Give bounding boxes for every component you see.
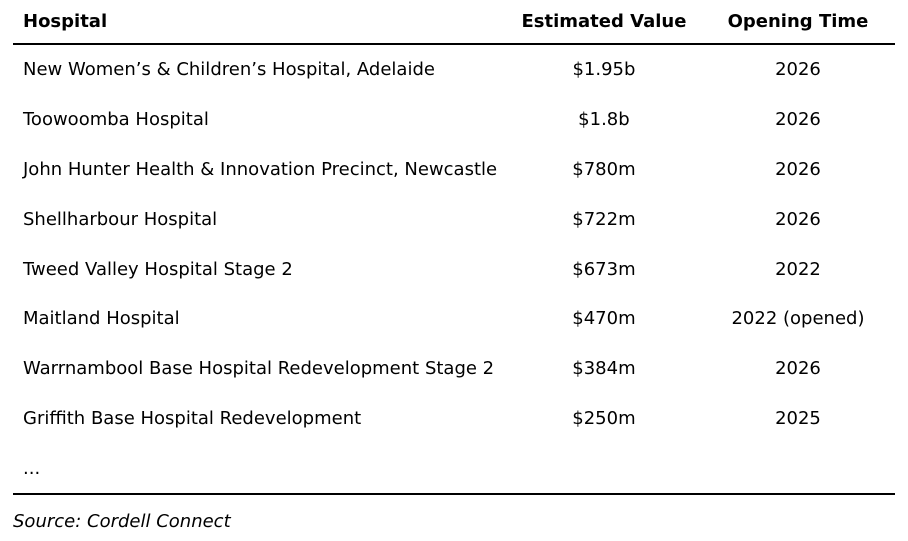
cell: John Hunter Health & Innovation Precinct…: [23, 158, 498, 180]
cell: New Women’s & Children’s Hospital, Adela…: [23, 59, 435, 81]
cell: 2022: [775, 258, 821, 280]
row: Griffith Base Hospital Redevelopment $250…: [13, 394, 895, 444]
cell: $1.8b: [578, 109, 630, 131]
cell: $780m: [572, 158, 636, 180]
cell: $250m: [572, 407, 636, 429]
row: John Hunter Health & Innovation Precinct…: [13, 145, 895, 195]
source: Source: Cordell Connect: [13, 511, 231, 532]
row: Warrnambool Base Hospital Redevelopment …: [13, 344, 895, 394]
row: New Women’s & Children’s Hospital, Adela…: [13, 44, 895, 95]
header-cell: Hospital: [13, 0, 507, 45]
header-cell: Estimated Value: [506, 0, 701, 45]
cell: [700, 443, 895, 496]
cell: Toowoomba Hospital: [23, 109, 209, 131]
cell: $673m: [572, 258, 636, 280]
cell: 2026: [775, 158, 821, 180]
cell: $470m: [572, 308, 636, 330]
cell: 2022 (opened): [731, 308, 865, 330]
cell: Tweed Valley Hospital Stage 2: [23, 258, 293, 280]
cell: 2026: [775, 59, 821, 81]
cell: $722m: [572, 208, 636, 230]
row: Maitland Hospital $470m 2022 (opened): [13, 294, 895, 344]
row: ...: [13, 443, 895, 496]
cell: 2025: [775, 407, 821, 429]
cell: 2026: [775, 358, 821, 380]
cell: 2026: [775, 208, 821, 230]
cell: $1.95b: [572, 59, 636, 81]
cell: $384m: [572, 358, 636, 380]
cell: [506, 443, 701, 496]
row: Toowoomba Hospital $1.8b 2026: [13, 95, 895, 145]
cell: Shellharbour Hospital: [23, 208, 218, 230]
cell: ...: [13, 443, 507, 496]
cell: Maitland Hospital: [23, 308, 180, 330]
cell: 2026: [775, 109, 821, 131]
table-wrap: Hospital Estimated Value Opening Time New W…: [13, 0, 895, 496]
table: Hospital Estimated Value Opening Time New W…: [13, 0, 895, 496]
row: Tweed Valley Hospital Stage 2 $673m 2022: [13, 244, 895, 294]
cell: Warrnambool Base Hospital Redevelopment …: [23, 358, 495, 380]
header-cell: Opening Time: [700, 0, 895, 45]
cell: Griffith Base Hospital Redevelopment: [23, 407, 362, 429]
row: Shellharbour Hospital $722m 2026: [13, 194, 895, 244]
